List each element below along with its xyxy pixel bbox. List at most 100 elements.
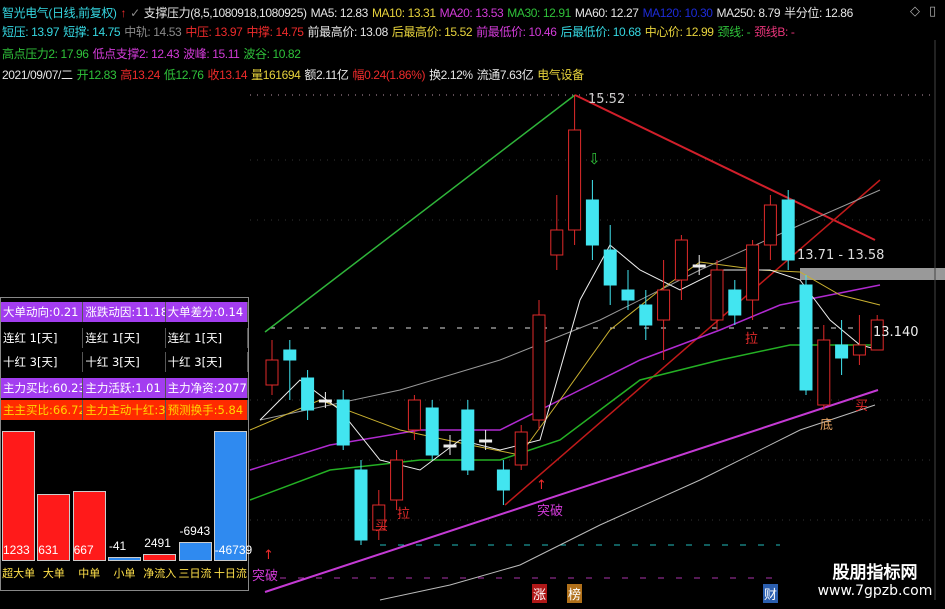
candle-body[interactable]	[461, 409, 475, 471]
header-item: MA250: 8.79	[716, 6, 781, 20]
header-item: 中压: 13.97	[185, 25, 243, 39]
big-order-diff: 大单差分:0.14	[165, 302, 248, 322]
down-arrow-icon: ⇩	[588, 150, 601, 168]
candle-body[interactable]	[799, 284, 813, 391]
ma120-line	[259, 189, 881, 421]
candle-body[interactable]	[514, 431, 528, 466]
header-item: 智光电气(日线,前复权)	[2, 6, 117, 20]
candle-body[interactable]	[835, 344, 849, 359]
header-item: MA120: 10.30	[642, 6, 713, 20]
candle-body[interactable]	[407, 399, 421, 431]
candle-body[interactable]	[692, 264, 706, 268]
ma30-line	[249, 344, 880, 501]
candle-body[interactable]	[870, 319, 884, 351]
header-item: 额2.11亿	[304, 68, 349, 82]
header-item: 波谷: 10.82	[243, 47, 301, 61]
candle-body[interactable]	[479, 439, 493, 443]
header-item: 后最高价: 15.52	[391, 25, 473, 39]
candle-body[interactable]	[443, 444, 457, 448]
header-item: 中轨: 14.53	[124, 25, 182, 39]
consecutive-red: 连红 1[天]	[165, 328, 248, 348]
money-flow-value: 2491	[144, 536, 171, 551]
candle-body[interactable]	[710, 269, 724, 321]
forecast-turnover: 预测换手:5.84	[165, 400, 248, 420]
candle-body[interactable]	[585, 199, 599, 246]
signal-marker: 拉	[745, 332, 759, 347]
candle-body[interactable]	[568, 129, 582, 231]
candle-body[interactable]	[283, 349, 297, 361]
candle-body[interactable]	[550, 229, 564, 256]
candle-body[interactable]	[496, 469, 510, 491]
event-tag[interactable]: 涨	[532, 584, 548, 603]
header-item: 低12.76	[163, 68, 204, 82]
money-flow-label: 净流入	[143, 567, 177, 580]
header-item: 换2.12%	[429, 68, 473, 82]
header-item: 收13.14	[207, 68, 248, 82]
candle-body[interactable]	[425, 407, 439, 456]
money-flow-label: 大单	[42, 567, 65, 580]
header-item: 中心价: 12.99	[644, 25, 714, 39]
candle-body[interactable]	[301, 377, 315, 411]
trend-line-up	[264, 94, 576, 333]
header-item: 流通7.63亿	[476, 68, 534, 82]
panel-row-4: 主力买比:60.23 主力活跃:1.01 主力净资:2077	[1, 378, 248, 398]
event-tag[interactable]: 榜	[567, 584, 583, 603]
up-arrow-icon: ↑	[263, 548, 274, 563]
money-flow-bar	[2, 431, 35, 561]
main-buy-ratio: 主力买比:60.23	[1, 378, 84, 398]
money-flow-value: 667	[73, 543, 94, 557]
money-flow-value: -41	[108, 538, 127, 553]
header-line-2: 短压: 13.97 短撑: 14.75 中轨: 14.53 中压: 13.97 中撑: …	[2, 23, 798, 40]
money-flow-bar	[37, 494, 71, 561]
header-item: 后最低价: 10.68	[560, 25, 641, 39]
panel-row-3: 十红 3[天] 十红 3[天] 十红 3[天]	[1, 352, 248, 372]
candle-body[interactable]	[781, 199, 795, 261]
candle-body[interactable]	[265, 359, 279, 386]
panel-row-2: 连红 1[天] 连红 1[天] 连红 1[天]	[1, 328, 248, 348]
candle-body[interactable]	[318, 399, 332, 403]
candle-body[interactable]	[746, 244, 760, 301]
money-flow-bar	[107, 556, 141, 561]
ma20-line	[249, 261, 881, 456]
header-item: 中撑: 14.75	[246, 25, 304, 39]
event-tag[interactable]: 财	[763, 584, 779, 603]
main-active-red: 主力主动十红:3	[83, 400, 166, 420]
header-item: MA5: 12.83	[310, 6, 369, 20]
candle-body[interactable]	[639, 304, 653, 326]
candle-body[interactable]	[674, 239, 688, 281]
money-flow-value: 631	[38, 543, 59, 557]
panel-row-5: 主主买比:66.72 主力主动十红:3 预测换手:5.84	[1, 400, 248, 420]
money-flow-bar	[213, 431, 247, 561]
watermark-url: www.7gpzb.com	[817, 583, 933, 599]
header-item: 前最低价: 10.46	[476, 25, 557, 39]
header-line-3: 高点压力2: 17.96 低点支撑2: 12.43 波峰: 15.11 波谷: 10.…	[2, 45, 304, 62]
header-item: 支撑压力(8,5,1080918,1080925)	[143, 6, 307, 20]
trend-line-down	[574, 94, 876, 241]
ma250-line	[379, 404, 876, 601]
header-item: MA10: 13.31	[371, 6, 436, 20]
candle-body[interactable]	[817, 339, 831, 406]
signal-marker: 突破	[252, 569, 279, 584]
candle-body[interactable]	[603, 249, 617, 286]
restore-icon[interactable]: ▯	[929, 4, 937, 19]
candle-body[interactable]	[372, 504, 386, 531]
money-flow-label: 小单	[113, 567, 136, 580]
ten-day-red: 十红 3[天]	[165, 352, 248, 372]
candle-body[interactable]	[532, 314, 546, 421]
candle-body[interactable]	[657, 289, 671, 321]
candle-body[interactable]	[354, 469, 368, 541]
ten-day-red: 十红 3[天]	[1, 352, 84, 372]
candle-body[interactable]	[621, 289, 635, 301]
diamond-icon[interactable]: ◇	[910, 4, 920, 19]
candle-body[interactable]	[763, 204, 777, 246]
money-flow-value: -46739	[214, 543, 253, 557]
price-driver: 涨跌动因:11.18	[83, 302, 166, 322]
candle-body[interactable]	[336, 399, 350, 446]
money-flow-bars: 1233 631 667 -41 2491 -6943 -46739	[1, 428, 252, 561]
candle-body[interactable]	[728, 289, 742, 316]
candle-body[interactable]	[852, 344, 866, 356]
support-line	[264, 389, 879, 593]
money-flow-value: 1233	[3, 543, 30, 557]
candle-body[interactable]	[390, 459, 404, 501]
